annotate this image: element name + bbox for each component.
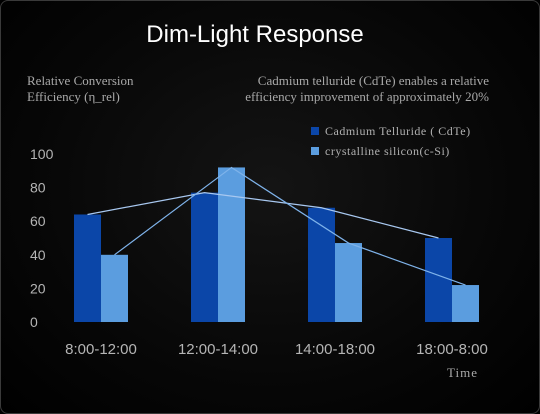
x-axis-label: Time xyxy=(447,365,478,380)
y-tick-label: 100 xyxy=(30,146,54,162)
annotation-line-1: Cadmium telluride (CdTe) enables a relat… xyxy=(257,73,489,88)
bar xyxy=(74,214,101,322)
x-tick-label: 12:00-14:00 xyxy=(178,341,258,358)
y-axis-label-line-1: Relative Conversion xyxy=(27,73,134,88)
bar xyxy=(452,285,479,322)
legend-item-cdte: Cadmium Telluride ( CdTe) xyxy=(311,121,471,141)
bar xyxy=(218,167,245,322)
bar xyxy=(335,243,362,322)
y-axis-label-line-2: Efficiency (η_rel) xyxy=(27,89,120,104)
series-line xyxy=(114,166,466,286)
y-axis-label: Relative Conversion Efficiency (η_rel) xyxy=(27,73,197,105)
chart-legend: Cadmium Telluride ( CdTe) crystalline si… xyxy=(311,121,471,161)
bar xyxy=(101,254,128,322)
x-tick-label: 8:00-12:00 xyxy=(65,341,137,358)
bar xyxy=(308,207,335,322)
y-tick-label: 0 xyxy=(30,314,38,330)
legend-label-csi: crystalline silicon(c-Si) xyxy=(325,143,450,158)
series-line xyxy=(87,192,439,239)
bar xyxy=(425,238,452,322)
x-tick-label: 18:00-8:00 xyxy=(416,341,488,358)
legend-swatch-csi xyxy=(311,147,319,155)
chart-annotation: Cadmium telluride (CdTe) enables a relat… xyxy=(191,73,489,105)
y-tick-label: 60 xyxy=(30,213,46,229)
bar xyxy=(191,192,218,322)
legend-swatch-cdte xyxy=(311,127,319,135)
annotation-line-2: efficiency improvement of approximately … xyxy=(245,89,489,104)
x-tick-label: 14:00-18:00 xyxy=(295,341,375,358)
y-tick-label: 40 xyxy=(30,247,46,263)
legend-item-csi: crystalline silicon(c-Si) xyxy=(311,141,471,161)
y-tick-label: 20 xyxy=(30,280,46,296)
legend-label-cdte: Cadmium Telluride ( CdTe) xyxy=(325,123,471,138)
y-tick-label: 80 xyxy=(30,180,46,196)
chart-title: Dim-Light Response xyxy=(146,21,364,48)
